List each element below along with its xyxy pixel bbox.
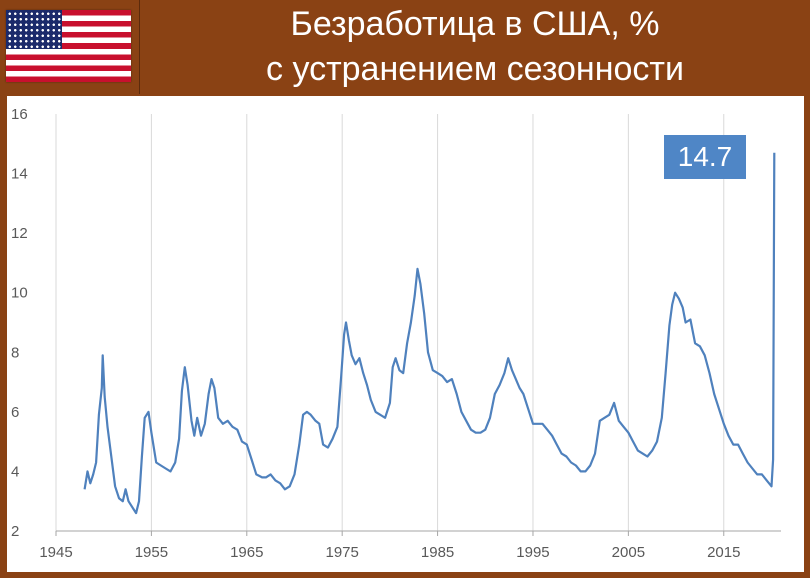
x-tick-label-2005: 2005	[612, 544, 645, 561]
x-tick-label-1965: 1965	[230, 544, 263, 561]
series-layer	[83, 152, 776, 515]
unemployment-line-chart: 2 4 6 8 10 12 14 16 1945 1955 1965 1975 1985 1995 200…	[11, 106, 781, 561]
x-tick-label-1975: 1975	[325, 544, 358, 561]
y-tick-label-12: 12	[11, 225, 28, 242]
x-tick-label-1985: 1985	[421, 544, 454, 561]
flag-panel	[0, 0, 140, 94]
chart-area: 2 4 6 8 10 12 14 16 1945 1955 1965 1975 1985 1995 200…	[7, 96, 804, 572]
chart-title: Безработица в США, % с устранением сезон…	[140, 2, 810, 92]
axes	[55, 114, 781, 536]
y-tick-label-16: 16	[11, 106, 28, 123]
y-tick-label-2: 2	[11, 523, 19, 540]
latest-value-annotation: 14.7	[664, 135, 746, 179]
header: Безработица в США, % с устранением сезон…	[0, 0, 810, 94]
y-tick-label-6: 6	[11, 404, 19, 421]
x-tick-labels: 1945 1955 1965 1975 1985 1995 2005 2015	[39, 544, 740, 561]
series-line-0	[83, 152, 776, 515]
x-tick-label-1995: 1995	[516, 544, 549, 561]
x-tick-label-2015: 2015	[707, 544, 740, 561]
y-tick-labels: 2 4 6 8 10 12 14 16	[11, 106, 28, 540]
y-tick-label-14: 14	[11, 166, 28, 183]
us-flag-icon	[6, 10, 131, 82]
y-tick-label-10: 10	[11, 285, 28, 302]
x-tick-label-1945: 1945	[39, 544, 72, 561]
title-line-2: с устранением сезонности	[266, 50, 684, 88]
x-tick-label-1955: 1955	[135, 544, 168, 561]
y-tick-label-4: 4	[11, 463, 19, 480]
y-tick-label-8: 8	[11, 344, 19, 361]
grid-lines	[150, 114, 725, 531]
title-line-1: Безработица в США, %	[290, 5, 660, 43]
flag-canton	[6, 10, 62, 49]
